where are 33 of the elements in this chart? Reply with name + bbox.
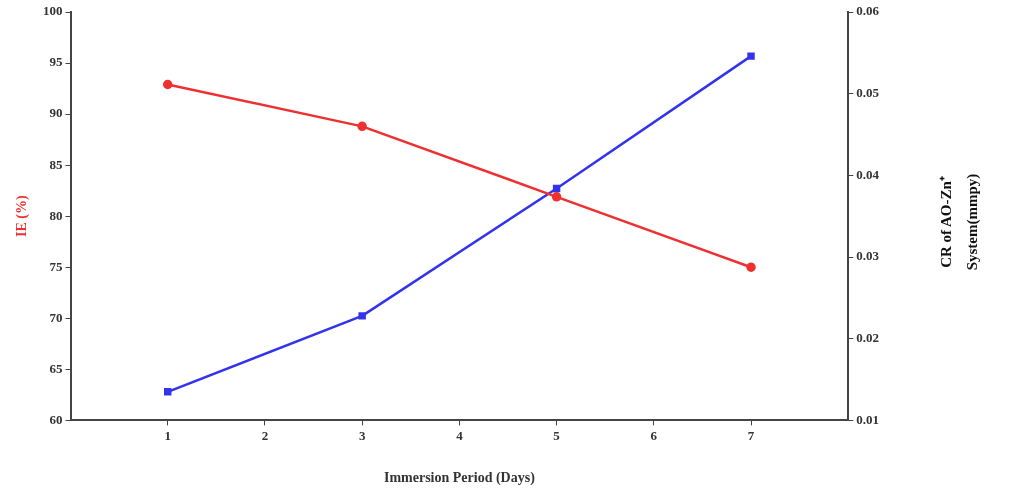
- x-tick-label: 1: [164, 427, 171, 443]
- y2-tick-label: 0.02: [856, 330, 879, 346]
- point: [162, 79, 173, 90]
- point: [552, 184, 561, 193]
- y2-tick-label: 0.05: [856, 85, 880, 101]
- y-tick-label: 100: [43, 3, 63, 19]
- y-tick-label: 60: [49, 411, 63, 427]
- y-tick-label: 70: [49, 309, 63, 325]
- x-tick-label: 4: [456, 427, 464, 443]
- point: [747, 52, 755, 60]
- x-tick-label: 7: [747, 427, 755, 443]
- y2-tick-label: 0.06: [856, 3, 880, 19]
- y2-tick-label: 0.04: [856, 166, 880, 182]
- y-tick-label: 75: [49, 258, 63, 274]
- y-axis-title: IE (%): [13, 195, 30, 238]
- x-axis-title: Immersion Period (Days): [383, 469, 536, 486]
- y-tick-label: 85: [49, 156, 63, 172]
- point: [163, 388, 172, 396]
- x-tick-label: 5: [553, 427, 561, 443]
- point: [358, 312, 366, 320]
- y2-tick-label: 0.01: [856, 411, 879, 427]
- point: [746, 262, 756, 272]
- point: [357, 121, 367, 132]
- x-tick-label: 2: [261, 427, 269, 443]
- y-tick-label: 90: [49, 105, 63, 121]
- y-tick-label: 95: [49, 54, 63, 70]
- point: [551, 192, 562, 202]
- y2-axis-title: CR of AO-Zn⁺ System(mmpy): [937, 173, 981, 271]
- y-tick-label: 80: [49, 207, 63, 223]
- x-tick-label: 6: [650, 427, 658, 443]
- y2-tick-label: 0.03: [856, 248, 880, 264]
- y-tick-label: 65: [49, 360, 63, 376]
- x-tick-label: 3: [358, 427, 366, 443]
